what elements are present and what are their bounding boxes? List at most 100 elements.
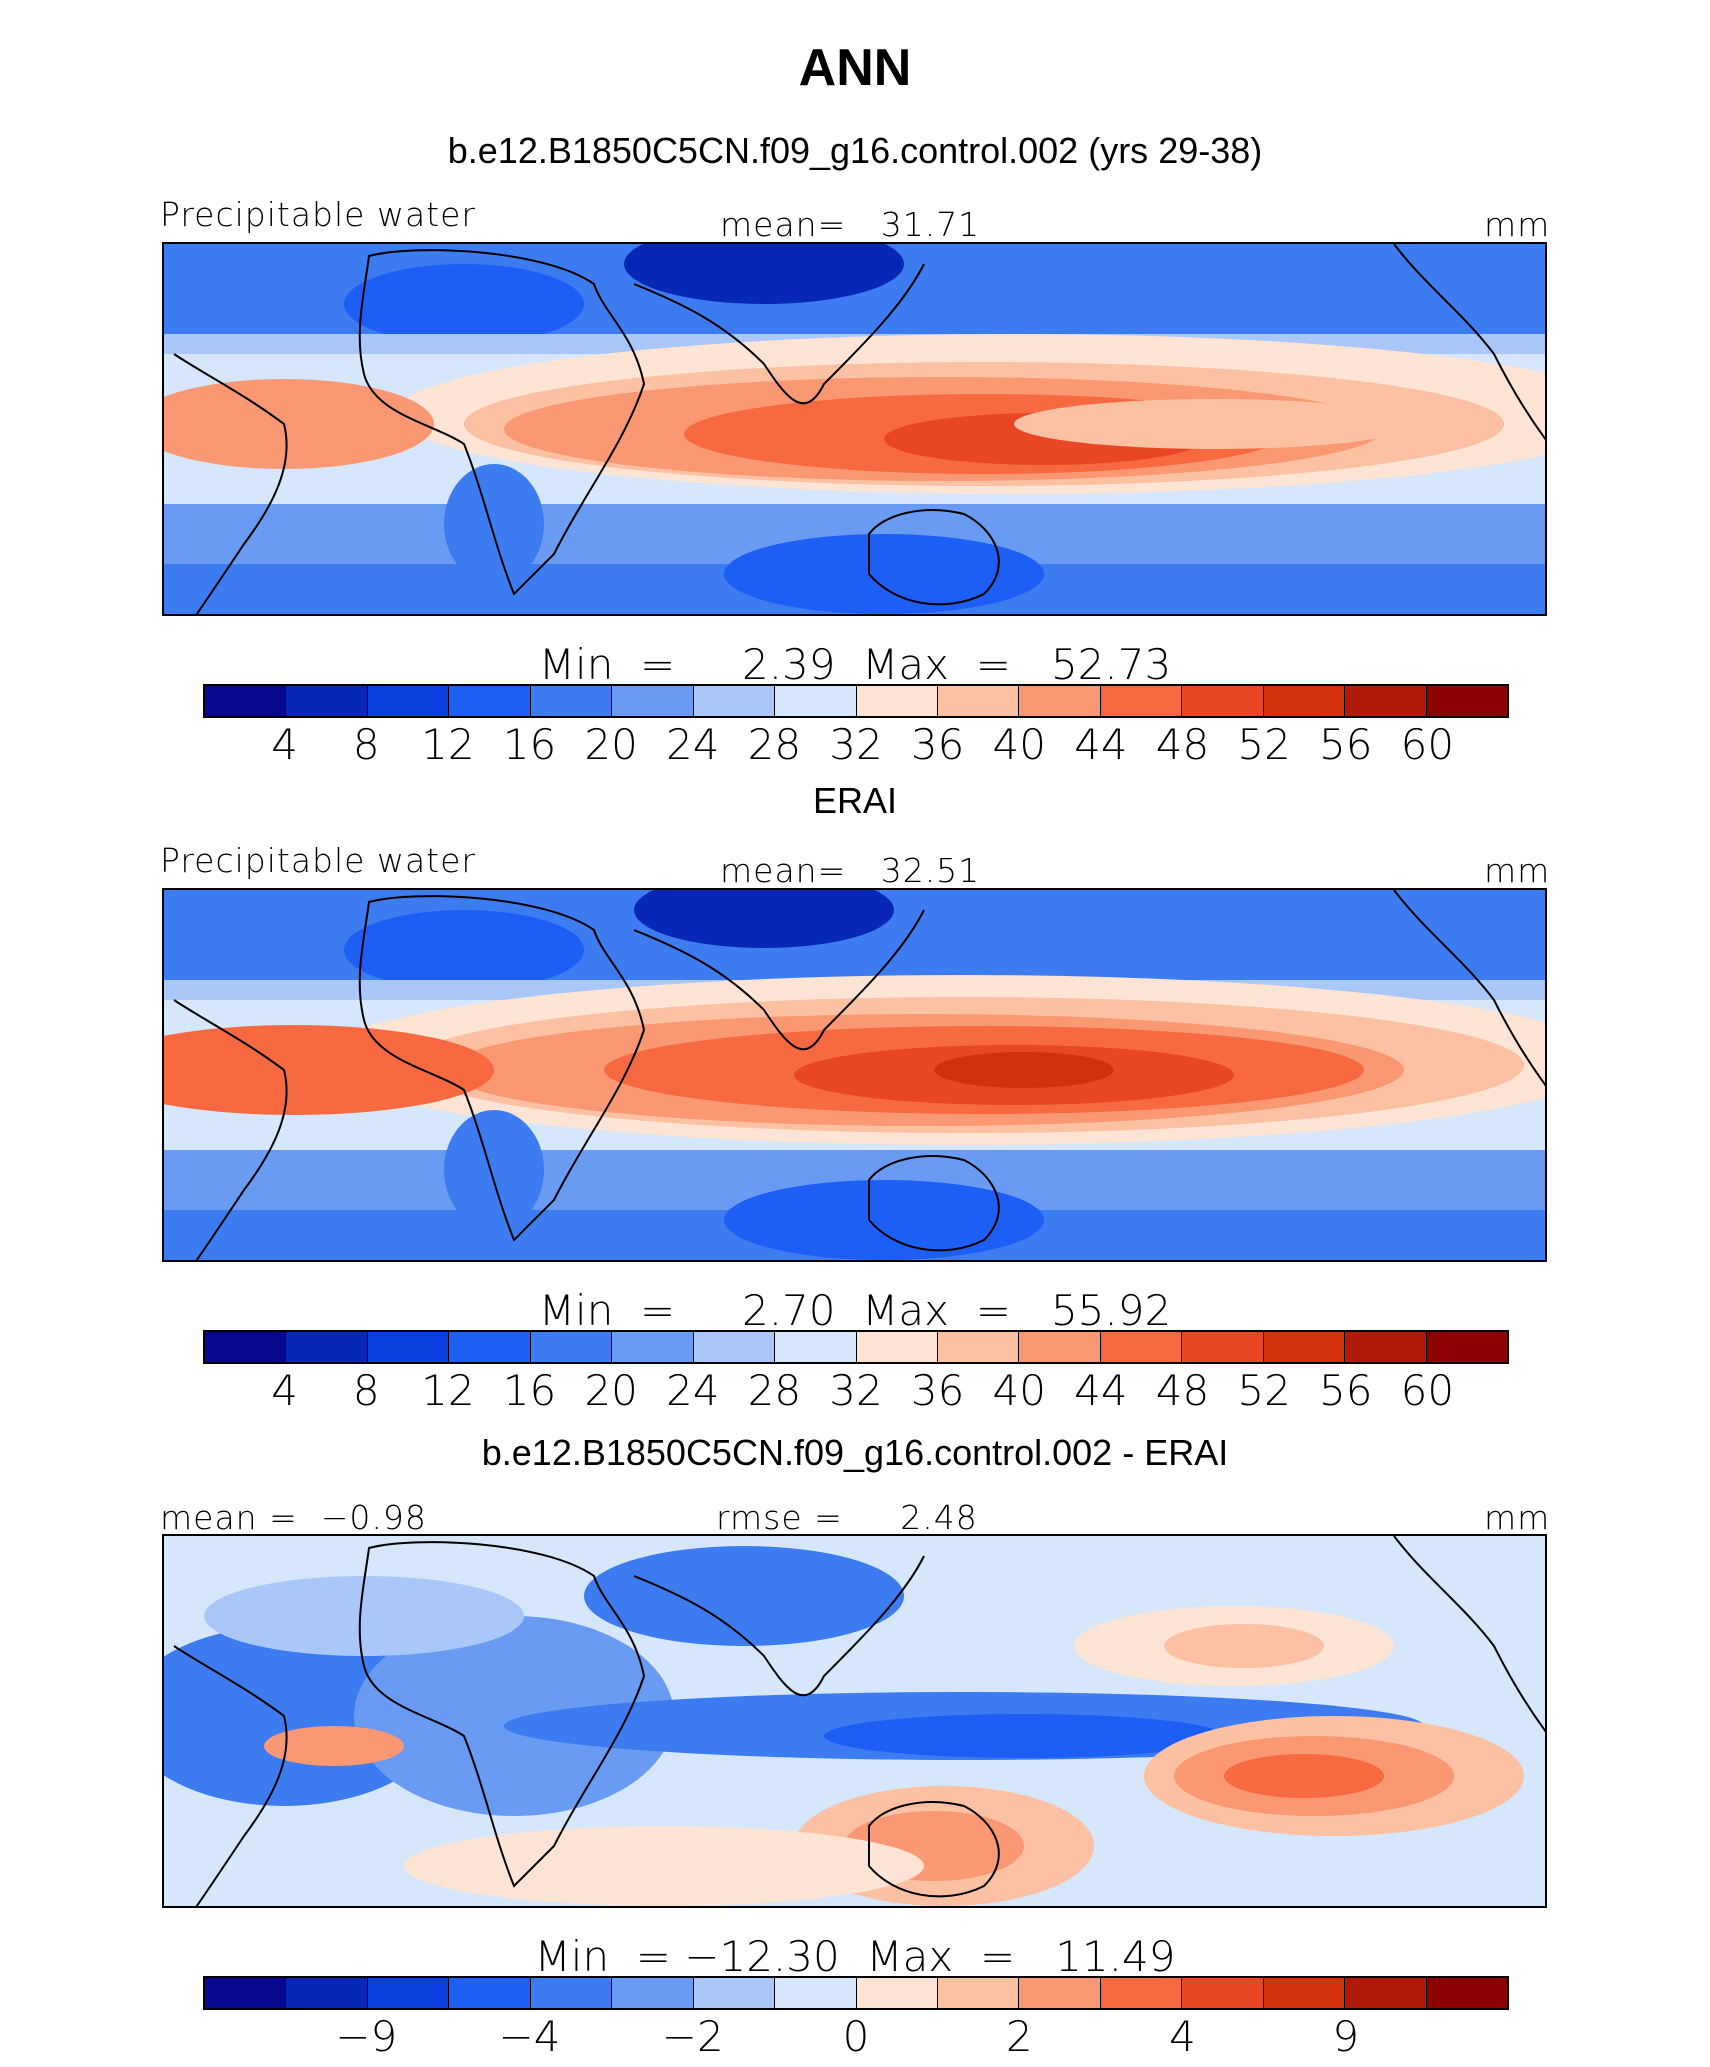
colorbar-swatch bbox=[1426, 1332, 1507, 1362]
colorbar-tick-label: 32 bbox=[829, 1366, 883, 1415]
colorbar-swatch bbox=[1345, 1332, 1427, 1362]
panel-1-minmax: Min = 2.39 Max = 52.73 bbox=[538, 640, 1172, 689]
panel-2-map bbox=[162, 888, 1547, 1262]
colorbar-tick-label: 28 bbox=[747, 720, 802, 769]
panel-3-subtitle: b.e12.B1850C5CN.f09_g16.control.002 - ER… bbox=[481, 1432, 1229, 1473]
colorbar-tick-label: 44 bbox=[1074, 720, 1128, 769]
colorbar-tick-label: 12 bbox=[421, 720, 475, 769]
colorbar-swatch bbox=[286, 1978, 368, 2008]
colorbar-tick-label: 40 bbox=[992, 720, 1046, 769]
colorbar-tick-label: 60 bbox=[1400, 1366, 1455, 1415]
panel-3-colorbar bbox=[203, 1976, 1509, 2010]
colorbar-swatch bbox=[205, 1332, 287, 1362]
colorbar-swatch bbox=[1100, 1978, 1183, 2008]
panel-3-tick-row: −9 −4 −2 0 2 4 9 bbox=[0, 2012, 1710, 2062]
colorbar-tick-label: 48 bbox=[1155, 1366, 1210, 1415]
colorbar-tick-label: 56 bbox=[1319, 720, 1373, 769]
colorbar-swatch bbox=[937, 686, 1020, 716]
panel-3-rmse-label: rmse = 2.48 bbox=[716, 1498, 978, 1537]
colorbar-swatch bbox=[693, 1332, 776, 1362]
colorbar-tick-label: 24 bbox=[666, 720, 720, 769]
colorbar-swatch bbox=[530, 686, 613, 716]
colorbar-swatch bbox=[205, 1978, 287, 2008]
colorbar-swatch bbox=[775, 1332, 857, 1362]
colorbar-tick-label: 36 bbox=[910, 720, 965, 769]
panel-3-minmax: Min = −12.30 Max = 11.49 bbox=[534, 1932, 1176, 1981]
colorbar-swatch bbox=[1426, 1978, 1507, 2008]
colorbar-swatch bbox=[1345, 686, 1427, 716]
colorbar-tick-label: 52 bbox=[1237, 720, 1291, 769]
colorbar-tick-label: 56 bbox=[1319, 1366, 1373, 1415]
colorbar-tick-label: 20 bbox=[584, 1366, 638, 1415]
colorbar-tick-label: 28 bbox=[747, 1366, 802, 1415]
colorbar-tick-label: 0 bbox=[842, 2012, 870, 2061]
colorbar-swatch bbox=[612, 686, 694, 716]
colorbar-tick-label: 9 bbox=[1332, 2012, 1360, 2061]
colorbar-swatch bbox=[1182, 1332, 1264, 1362]
panel-2-minmax: Min = 2.70 Max = 55.92 bbox=[538, 1286, 1172, 1335]
panel-1-mean-label: mean= 31.71 bbox=[720, 205, 981, 244]
panel-3-mean-label: mean = −0.98 bbox=[160, 1498, 427, 1537]
colorbar-swatch bbox=[693, 1978, 776, 2008]
panel-1-tick-row: 4 8 12 16 20 24 28 32 36 40 44 48 52 56 60 bbox=[0, 720, 1710, 770]
colorbar-swatch bbox=[856, 1332, 938, 1362]
colorbar-tick-label: 8 bbox=[352, 1366, 380, 1415]
colorbar-swatch bbox=[205, 686, 287, 716]
colorbar-tick-label: 20 bbox=[584, 720, 638, 769]
colorbar-tick-label: 60 bbox=[1400, 720, 1455, 769]
colorbar-tick-label: 12 bbox=[421, 1366, 475, 1415]
panel-1-colorbar bbox=[203, 684, 1509, 718]
colorbar-swatch bbox=[937, 1332, 1020, 1362]
colorbar-swatch bbox=[1345, 1978, 1427, 2008]
colorbar-tick-label: 4 bbox=[271, 720, 298, 769]
colorbar-swatch bbox=[937, 1978, 1020, 2008]
colorbar-swatch bbox=[1263, 1978, 1346, 2008]
colorbar-swatch bbox=[612, 1978, 694, 2008]
panel-3-map bbox=[162, 1534, 1547, 1908]
panel-2-variable-label: Precipitable water bbox=[160, 841, 476, 880]
colorbar-swatch bbox=[1182, 686, 1264, 716]
colorbar-swatch bbox=[1019, 1332, 1101, 1362]
panel-2-unit-label: mm bbox=[1484, 851, 1551, 890]
panel-2-mean-label: mean= 32.51 bbox=[720, 851, 981, 890]
colorbar-swatch bbox=[1019, 1978, 1101, 2008]
colorbar-swatch bbox=[1100, 1332, 1183, 1362]
panel-1-unit-label: mm bbox=[1484, 205, 1551, 244]
colorbar-tick-label: 48 bbox=[1155, 720, 1210, 769]
colorbar-swatch bbox=[775, 686, 857, 716]
colorbar-swatch bbox=[367, 1978, 450, 2008]
colorbar-tick-label: −4 bbox=[498, 2012, 561, 2061]
colorbar-swatch bbox=[775, 1978, 857, 2008]
colorbar-tick-label: 24 bbox=[666, 1366, 720, 1415]
main-title: ANN bbox=[798, 39, 912, 97]
panel-2-colorbar bbox=[203, 1330, 1509, 1364]
colorbar-tick-label: 16 bbox=[502, 1366, 557, 1415]
colorbar-swatch bbox=[612, 1332, 694, 1362]
panel-3-unit-label: mm bbox=[1484, 1498, 1551, 1537]
colorbar-tick-label: 16 bbox=[502, 720, 557, 769]
panel-1-map bbox=[162, 242, 1547, 616]
colorbar-swatch bbox=[1019, 686, 1101, 716]
colorbar-tick-label: 40 bbox=[992, 1366, 1046, 1415]
colorbar-swatch bbox=[286, 686, 368, 716]
colorbar-swatch bbox=[856, 1978, 938, 2008]
colorbar-swatch bbox=[449, 1978, 531, 2008]
colorbar-tick-label: 44 bbox=[1074, 1366, 1128, 1415]
colorbar-tick-label: 36 bbox=[910, 1366, 965, 1415]
panel-2-tick-row: 4 8 12 16 20 24 28 32 36 40 44 48 52 56 60 bbox=[0, 1366, 1710, 1416]
colorbar-tick-label: 2 bbox=[1005, 2012, 1033, 2061]
colorbar-swatch bbox=[1426, 686, 1507, 716]
panel-1-variable-label: Precipitable water bbox=[160, 195, 476, 234]
colorbar-swatch bbox=[367, 1332, 450, 1362]
panel-1-subtitle: b.e12.B1850C5CN.f09_g16.control.002 (yrs… bbox=[447, 130, 1263, 171]
colorbar-swatch bbox=[1182, 1978, 1264, 2008]
colorbar-swatch bbox=[449, 686, 531, 716]
colorbar-swatch bbox=[1100, 686, 1183, 716]
colorbar-tick-label: −2 bbox=[661, 2012, 724, 2061]
colorbar-swatch bbox=[530, 1332, 613, 1362]
colorbar-tick-label: 32 bbox=[829, 720, 883, 769]
colorbar-tick-label: 4 bbox=[1169, 2012, 1196, 2061]
colorbar-swatch bbox=[1263, 686, 1346, 716]
panel-2-subtitle: ERAI bbox=[812, 780, 898, 821]
colorbar-swatch bbox=[367, 686, 450, 716]
